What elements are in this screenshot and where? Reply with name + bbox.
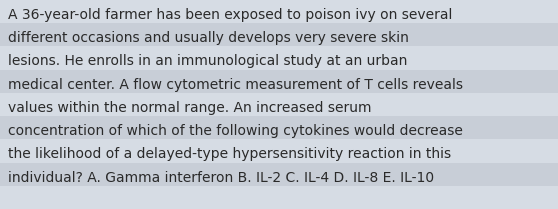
Text: A 36-year-old farmer has been exposed to poison ivy on several: A 36-year-old farmer has been exposed to… (8, 8, 453, 22)
Text: the likelihood of a delayed-type hypersensitivity reaction in this: the likelihood of a delayed-type hyperse… (8, 147, 451, 161)
Bar (0, 116, 558, 139)
Text: individual? A. Gamma interferon B. IL-2 C. IL-4 D. IL-8 E. IL-10: individual? A. Gamma interferon B. IL-2 … (8, 171, 434, 185)
Text: values within the normal range. An increased serum: values within the normal range. An incre… (8, 101, 372, 115)
Bar (0, 23, 558, 46)
Bar (0, 46, 558, 70)
Text: lesions. He enrolls in an immunological study at an urban: lesions. He enrolls in an immunological … (8, 54, 407, 68)
Bar (0, 93, 558, 116)
Bar (0, 186, 558, 209)
Bar (0, 139, 558, 163)
Bar (0, 70, 558, 93)
Text: concentration of which of the following cytokines would decrease: concentration of which of the following … (8, 124, 463, 138)
Bar (0, 163, 558, 186)
Text: medical center. A flow cytometric measurement of T cells reveals: medical center. A flow cytometric measur… (8, 78, 463, 92)
Bar (0, 0, 558, 23)
Text: different occasions and usually develops very severe skin: different occasions and usually develops… (8, 31, 409, 45)
